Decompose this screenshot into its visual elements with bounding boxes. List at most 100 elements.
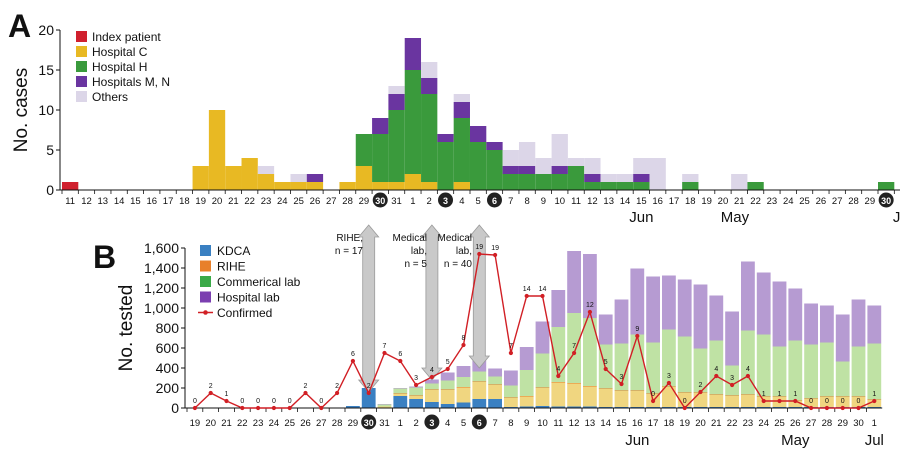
confirmed-point — [730, 382, 735, 388]
bar-b-commerical-lab-42 — [851, 346, 866, 397]
panel-a-x-tick-label: 7 — [508, 196, 513, 207]
panel-a-legend-swatch — [76, 76, 87, 87]
bar-b-hospital-lab-31 — [677, 279, 692, 337]
bar-b-contact-tracing-27 — [614, 391, 629, 407]
confirmed-data-label: 19 — [491, 245, 499, 252]
confirmed-data-label: 0 — [193, 398, 197, 405]
bar-a-hospital-c-9 — [208, 110, 226, 190]
panel-b-legend-dot — [203, 310, 208, 315]
bar-b-kdca-22 — [535, 406, 550, 408]
bar-a-hospitals-m-n-25 — [470, 126, 487, 142]
bar-a-others-30 — [551, 134, 568, 166]
confirmed-point — [319, 405, 324, 411]
bar-b-rihe-27 — [614, 390, 629, 391]
confirmed-point — [256, 405, 261, 411]
bar-b-hospital-lab-38 — [788, 288, 803, 341]
bar-b-hospital-lab-22 — [535, 321, 550, 354]
panel-a-x-tick-label: 24 — [277, 196, 288, 207]
bar-a-hospitals-m-n-32 — [584, 174, 601, 182]
confirmed-data-label: 6 — [351, 351, 355, 358]
panel-b-x-tick-label: 24 — [758, 418, 769, 429]
bar-b-contact-tracing-15 — [425, 390, 439, 402]
confirmed-point — [493, 252, 498, 258]
bar-b-rihe-22 — [535, 387, 550, 388]
panel-b-y-axis-label: No. tested — [116, 285, 137, 372]
bar-b-hospital-lab-35 — [741, 261, 755, 331]
bar-a-hospital-c-13 — [274, 182, 291, 190]
bar-b-hospital-lab-30 — [662, 275, 676, 330]
panel-b-x-tick-label: 7 — [492, 418, 497, 429]
confirmed-point — [303, 390, 308, 396]
panel-a-x-tick-label: 12 — [81, 196, 92, 207]
panel-a-legend-swatch — [76, 61, 87, 72]
bar-b-rihe-31 — [677, 392, 692, 393]
bar-a-hospitals-m-n-21 — [404, 38, 422, 70]
bar-b-kdca-18 — [472, 399, 487, 408]
bar-a-others-35 — [633, 158, 650, 174]
panel-b-x-tick-label: 24 — [269, 418, 280, 429]
confirmed-line — [194, 253, 875, 410]
confirmed-point — [651, 398, 656, 404]
bar-a-hospital-h-18 — [355, 134, 373, 166]
bar-b-rihe-36 — [756, 396, 771, 397]
panel-a-highlight-circle — [878, 192, 894, 208]
bar-b-contact-tracing-43 — [867, 400, 882, 407]
bar-b-commerical-lab-25 — [583, 318, 597, 386]
confirmed-point — [350, 358, 355, 364]
panel-b-legend-label: RIHE — [217, 260, 246, 274]
bar-a-hospital-h-50 — [878, 182, 895, 190]
panel-a-x-tick-label: 30 — [881, 196, 891, 206]
bar-b-rihe-18 — [472, 381, 487, 382]
bar-b-rihe-28 — [630, 390, 645, 391]
panel-a-x-tick-label: 2 — [427, 196, 432, 207]
bar-b-contact-tracing-42 — [851, 397, 866, 407]
confirmed-point — [287, 405, 292, 411]
panel-a-x-tick-label: 16 — [146, 196, 157, 207]
bar-b-commerical-lab-28 — [630, 334, 645, 391]
bar-a-hospitals-m-n-28 — [518, 166, 536, 174]
bar-b-contact-tracing-39 — [804, 399, 818, 407]
bar-b-commerical-lab-14 — [409, 387, 423, 396]
bar-b-commerical-lab-17 — [456, 377, 471, 387]
panel-b-x-tick-label: 1 — [872, 418, 877, 429]
panel-a-x-tick-label: 10 — [554, 196, 565, 207]
bar-b-contact-tracing-13 — [393, 394, 408, 396]
annotation-label: n = 40 — [444, 259, 473, 270]
panel-a-x-tick-label: 29 — [865, 196, 876, 207]
panel-a-x-tick-label: 12 — [587, 196, 598, 207]
bar-b-contact-tracing-16 — [440, 390, 455, 404]
panel-b-y-tick-label: 1,600 — [144, 240, 179, 256]
panel-b-x-tick-label: 20 — [205, 418, 216, 429]
panel-a-x-tick-label: 9 — [541, 196, 546, 207]
bar-a-hospital-c-18 — [355, 166, 373, 190]
panel-a-x-tick-label: 19 — [701, 196, 712, 207]
bar-a-hospital-c-8 — [192, 166, 209, 190]
bar-b-hospital-lab-27 — [614, 299, 629, 344]
bar-a-others-38 — [682, 174, 699, 182]
bar-a-others-31 — [567, 158, 585, 166]
bar-a-others-20 — [388, 86, 405, 94]
bar-b-rihe-39 — [804, 398, 818, 399]
panel-b-legend-swatch — [200, 276, 211, 287]
confirmed-data-label: 1 — [872, 391, 876, 398]
panel-a-x-tick-label: 11 — [65, 196, 75, 207]
bar-b-hospital-lab-15 — [425, 379, 439, 384]
panel-a-x-tick-label: 28 — [848, 196, 859, 207]
annotation-label: Medical — [393, 233, 427, 244]
bar-a-hospitals-m-n-26 — [486, 142, 503, 150]
bar-a-hospital-c-12 — [257, 174, 275, 190]
bar-a-hospital-h-27 — [502, 174, 519, 190]
panel-b-x-tick-label: 15 — [616, 418, 627, 429]
panel-a-legend-label: Index patient — [92, 30, 161, 44]
panel-b-x-tick-label: 28 — [332, 418, 343, 429]
bar-b-commerical-lab-21 — [519, 370, 534, 396]
bar-b-contact-tracing-20 — [504, 398, 518, 407]
panel-a-x-tick-label: 11 — [571, 196, 581, 207]
confirmed-point — [461, 342, 466, 348]
panel-a-highlight-circle — [486, 192, 502, 208]
bar-b-commerical-lab-40 — [820, 342, 834, 397]
bar-b-commerical-lab-41 — [835, 361, 850, 397]
confirmed-point — [603, 366, 608, 372]
panel-b-y-tick-label: 400 — [156, 360, 180, 376]
panel-a-legend-label: Others — [92, 90, 128, 104]
